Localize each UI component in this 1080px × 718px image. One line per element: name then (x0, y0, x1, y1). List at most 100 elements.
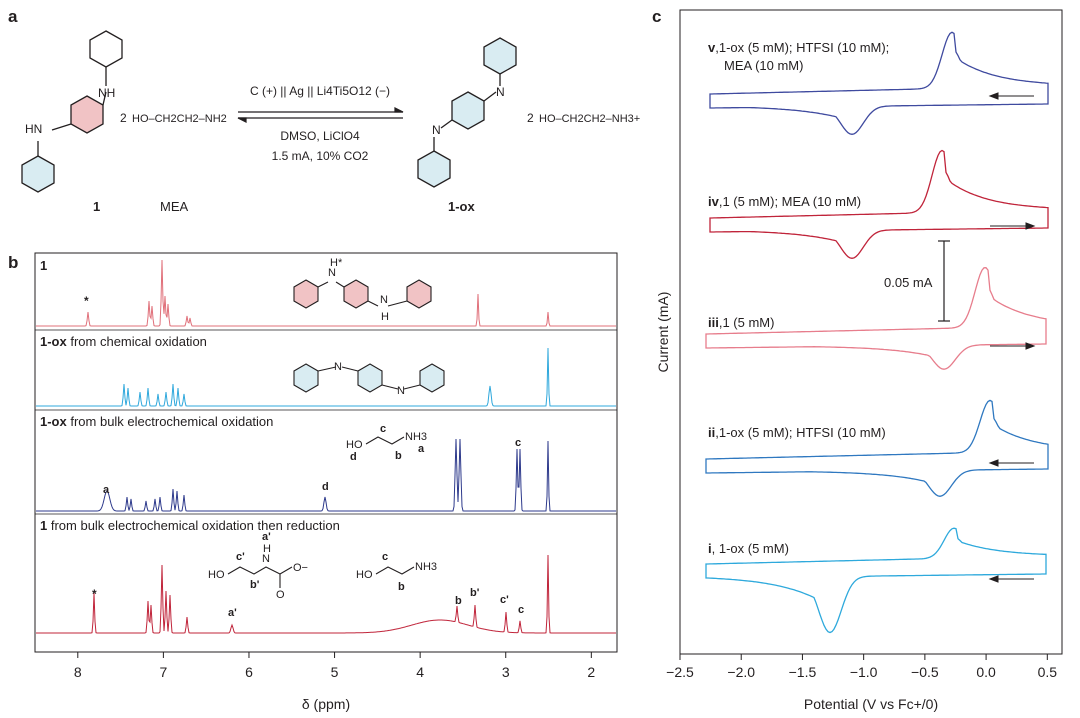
cell-line: C (+) || Ag || Li4Ti5O12 (−) (250, 84, 390, 98)
compound-1-label: 1 (93, 199, 100, 214)
cv-label-v-line2: MEA (10 mM) (724, 58, 803, 73)
nmr-x-ticks: 8 7 6 5 4 3 2 (74, 652, 595, 680)
spectrum-1-trace (36, 259, 616, 327)
cv-label-iii: iii,1 (5 mM) (708, 315, 774, 330)
s4-ho: HO (356, 569, 373, 581)
nh-n: N (380, 294, 388, 306)
peak-label-b: b (455, 595, 462, 607)
compound-1ox-structure (417, 37, 517, 188)
cv-curve-v (709, 31, 1049, 135)
product-prefix: 2 (527, 111, 534, 125)
carb-a-prime: a' (262, 531, 271, 543)
cv-tick-label-0: −2.5 (666, 664, 694, 680)
cv-curve-iv (709, 149, 1049, 259)
spectrum-2-trace (36, 347, 616, 407)
cv-label-ii: ii,1-ox (5 mM); HTFSI (10 mM) (708, 425, 886, 440)
cv-x-label: Potential (V vs Fc+/0) (804, 696, 938, 712)
peak-label-star-1: * (84, 294, 89, 308)
compound-1ox-label: 1-ox (448, 199, 476, 214)
nmr-tick-label-3: 5 (331, 664, 339, 680)
carb-ho: HO (208, 569, 225, 581)
cv-label-v: v,1-ox (5 mM); HTFSI (10 mM); (708, 40, 889, 55)
spectrum-2-title: 1-ox from chemical oxidation (40, 334, 207, 349)
ox-n-2: N (397, 385, 405, 397)
peak-label-c: c (515, 437, 521, 449)
cv-frame (679, 9, 1063, 655)
s3-a: a (418, 443, 425, 455)
peak-label-star-4: * (92, 587, 97, 601)
cv-label-iv: iv,1 (5 mM); MEA (10 mM) (708, 194, 861, 209)
scan-arrows (988, 92, 1036, 583)
hn-label: HN (25, 122, 42, 136)
nh-star-h: H* (330, 257, 343, 269)
cv-curve-i (705, 527, 1047, 634)
peak-label-a: a (103, 484, 110, 496)
nmr-tick-label-6: 2 (587, 664, 595, 680)
s4-b: b (398, 581, 405, 593)
spectrum-2-structure (293, 363, 445, 393)
peak-label-a-prime: a' (228, 607, 237, 619)
panel-label-a: a (8, 7, 18, 26)
spectrum-1-title: 1 (40, 258, 47, 273)
spectrum-1-structure (293, 279, 432, 309)
nmr-tick-label-4: 4 (416, 664, 424, 680)
s3-ho: HO (346, 439, 363, 451)
cv-y-label: Current (mA) (655, 292, 671, 373)
mea-ion-structure-4 (375, 566, 415, 575)
peak-label-c-4: c (518, 604, 524, 616)
cv-tick-label-3: −1.0 (850, 664, 878, 680)
scale-bar-label: 0.05 mA (884, 275, 933, 290)
cv-tick-label-5: 0.0 (976, 664, 996, 680)
mea-reactant-prefix: 2 (120, 111, 127, 125)
s3-c: c (380, 423, 386, 435)
spectrum-3-title: 1-ox from bulk electrochemical oxidation (40, 414, 273, 429)
cv-tick-label-4: −0.5 (911, 664, 939, 680)
panel-label-c: c (652, 7, 661, 26)
mea-ion-structure-3 (365, 436, 405, 445)
spectrum-4-trace (36, 554, 616, 634)
cv-tick-label-1: −2.0 (727, 664, 755, 680)
nh-star-n: N (328, 267, 336, 279)
mea-formula: HO–CH2CH2–NH2 (132, 113, 227, 125)
peak-label-d: d (322, 481, 329, 493)
carb-c-prime: c' (236, 551, 245, 563)
cv-curve-iii (705, 267, 1047, 370)
ox-n-1: N (334, 361, 342, 373)
mea-label: MEA (160, 199, 189, 214)
peak-label-b-prime: b' (470, 587, 480, 599)
n-label-top: N (496, 85, 505, 99)
s3-b: b (395, 450, 402, 462)
cv-tick-label-6: 0.5 (1038, 664, 1058, 680)
reaction-arrows (237, 107, 404, 123)
cv-curve-ii (705, 399, 1049, 497)
carb-o: O (276, 589, 285, 601)
carbamate-structure (227, 566, 293, 588)
carb-b-prime: b' (250, 579, 260, 591)
s3-nh3: NH3 (405, 431, 427, 443)
compound-1-structure (21, 30, 123, 193)
cv-tick-label-2: −1.5 (789, 664, 817, 680)
s4-c: c (382, 551, 388, 563)
nh-label: NH (98, 86, 115, 100)
nmr-tick-label-0: 8 (74, 664, 82, 680)
panel-label-b: b (8, 253, 18, 272)
cv-x-ticks: −2.5 −2.0 −1.5 −1.0 −0.5 0.0 0.5 (666, 654, 1057, 680)
s3-d: d (350, 451, 357, 463)
nmr-x-label: δ (ppm) (302, 696, 350, 712)
scale-bar (938, 240, 950, 322)
carb-n: N (262, 553, 270, 565)
n-label-bottom: N (432, 123, 441, 137)
product-formula: HO–CH2CH2–NH3+ (539, 113, 640, 125)
carb-ominus: O− (293, 562, 308, 574)
cv-label-i: i, 1-ox (5 mM) (708, 541, 789, 556)
spectrum-3-trace (36, 438, 616, 512)
nmr-tick-label-1: 7 (159, 664, 167, 680)
nmr-tick-label-5: 3 (502, 664, 510, 680)
s4-nh3: NH3 (415, 561, 437, 573)
carb-h: H (263, 543, 271, 555)
nh-h: H (381, 311, 389, 323)
conditions-line: 1.5 mA, 10% CO2 (272, 149, 369, 163)
peak-label-c-prime: c' (500, 594, 509, 606)
solvent-line: DMSO, LiClO4 (280, 129, 360, 143)
